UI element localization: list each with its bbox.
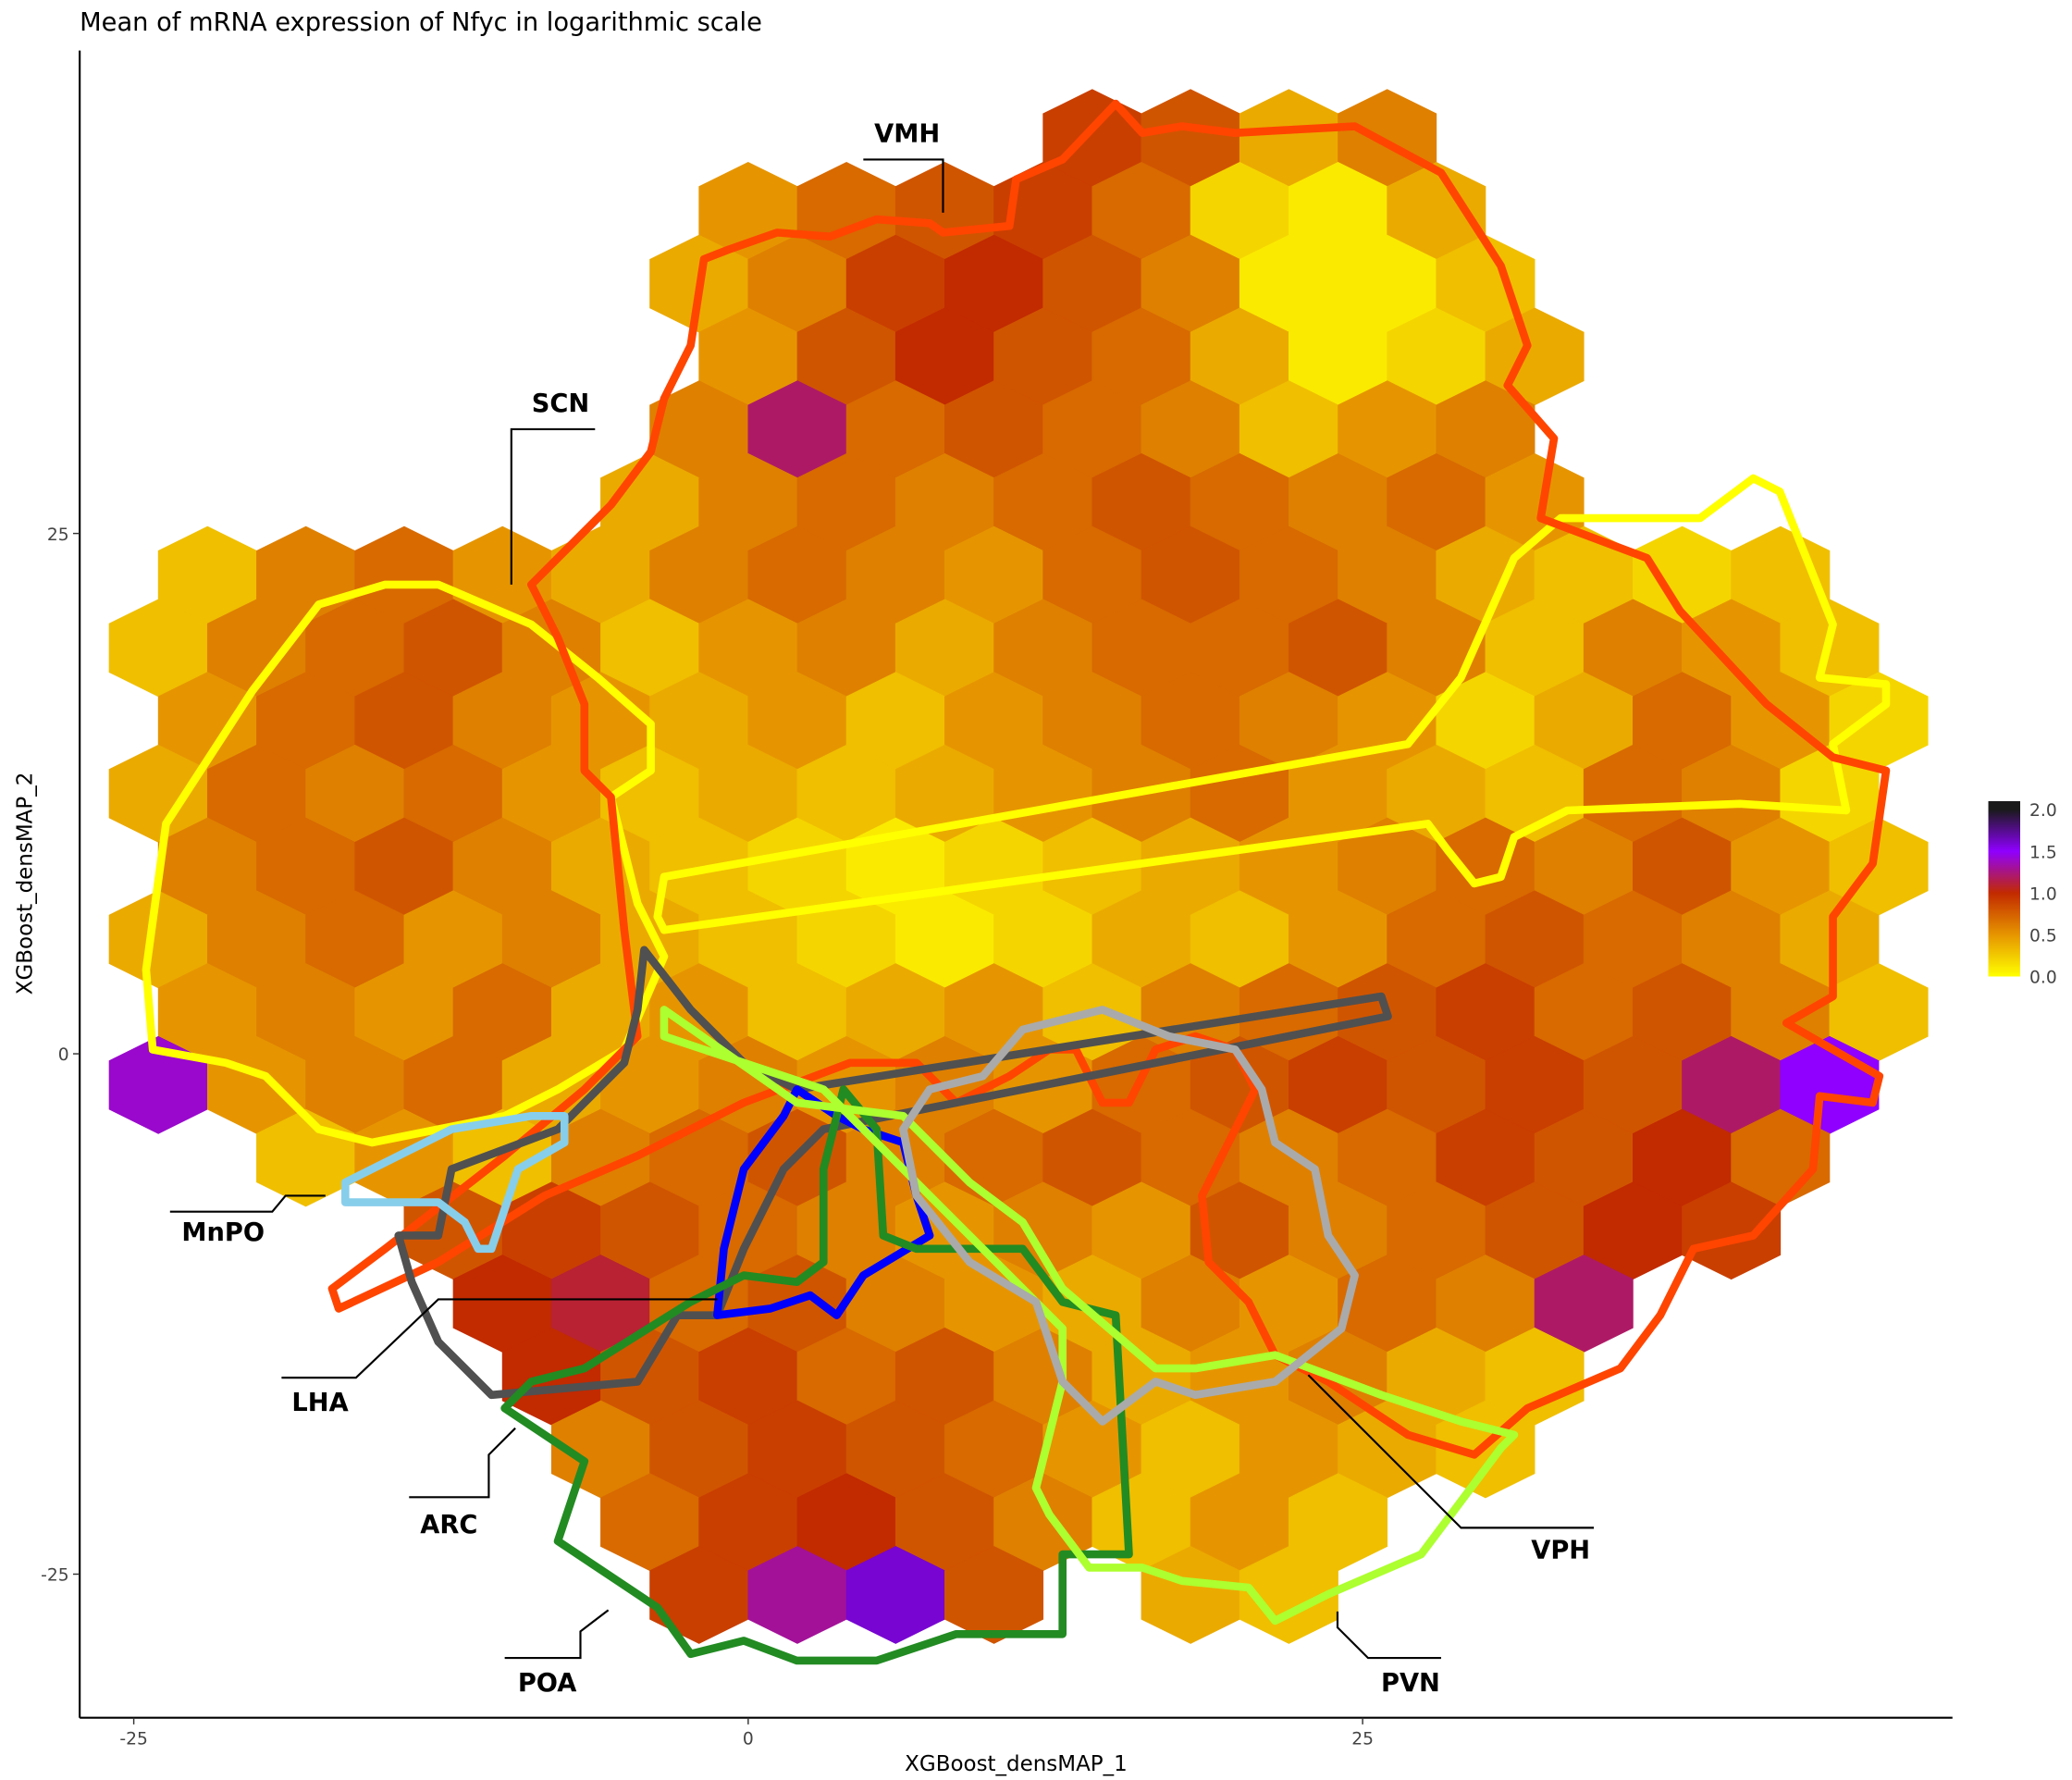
region-label: PVN bbox=[1381, 1669, 1440, 1698]
hex bbox=[944, 1546, 1044, 1644]
colorbar-tick-label: 2.0 bbox=[2029, 801, 2057, 821]
leader-line bbox=[409, 1427, 516, 1499]
region-label: MnPO bbox=[181, 1218, 265, 1247]
chart-title: Mean of mRNA expression of Nfyc in logar… bbox=[80, 8, 762, 37]
region-label: LHA bbox=[291, 1389, 348, 1417]
scn-outline bbox=[142, 580, 669, 1147]
hex bbox=[1239, 1546, 1338, 1644]
colorbar bbox=[1988, 800, 2020, 977]
leader-line bbox=[504, 1609, 610, 1660]
mnpo-outline bbox=[341, 1111, 569, 1254]
x-tick-label: 0 bbox=[743, 1729, 754, 1749]
region-label: VMH bbox=[874, 120, 940, 149]
vmh-outline bbox=[327, 99, 1891, 1459]
x-tick-label: -25 bbox=[119, 1729, 147, 1749]
y-axis-label: XGBoost_densMAP_2 bbox=[13, 773, 37, 995]
colorbar-tick-label: 0.5 bbox=[2029, 927, 2057, 946]
leader-line bbox=[281, 1298, 718, 1379]
colorbar-tick-label: 1.5 bbox=[2029, 843, 2057, 862]
lha-outline bbox=[394, 946, 1392, 1400]
leader-line bbox=[1307, 1374, 1595, 1529]
region-label: SCN bbox=[532, 389, 589, 418]
x-tick-label: 25 bbox=[1351, 1729, 1374, 1749]
x-axis-label: XGBoost_densMAP_1 bbox=[905, 1752, 1128, 1776]
axes: -25 0 25 -25 0 25 0.0 0.5 1.0 1.5 2.0 bbox=[41, 525, 2057, 1749]
region-label: ARC bbox=[420, 1511, 477, 1539]
pvn-outline bbox=[660, 1006, 1519, 1625]
y-tick-label: -25 bbox=[41, 1566, 68, 1586]
colorbar-tick-label: 1.0 bbox=[2029, 884, 2057, 904]
y-tick-label: 0 bbox=[58, 1045, 69, 1065]
region-label: POA bbox=[518, 1669, 577, 1698]
poa-outline bbox=[500, 1085, 1133, 1665]
y-tick-label: 25 bbox=[47, 525, 69, 545]
region-labels: VMH SCN MnPO LHA ARC POA PVN VPH bbox=[169, 120, 1595, 1698]
region-label: VPH bbox=[1531, 1536, 1590, 1564]
leader-line bbox=[169, 1194, 326, 1213]
vph-outline bbox=[899, 1006, 1359, 1426]
leader-line bbox=[1336, 1611, 1441, 1660]
leader-line bbox=[510, 427, 596, 585]
colorbar-tick-label: 0.0 bbox=[2029, 969, 2057, 988]
region-outlines bbox=[142, 99, 1891, 1665]
hexes bbox=[108, 89, 1929, 1644]
leader-line bbox=[863, 158, 944, 213]
